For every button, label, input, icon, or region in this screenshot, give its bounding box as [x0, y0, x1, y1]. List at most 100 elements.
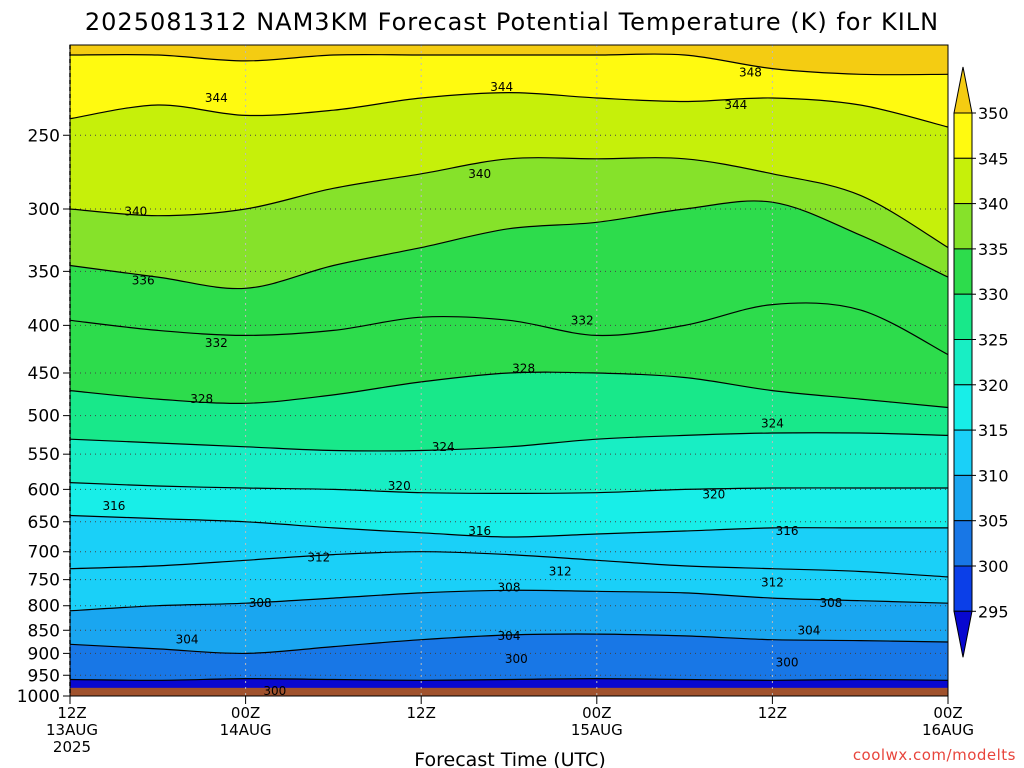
x-tick-label: 00Z	[582, 704, 611, 722]
contour-label-text: 328	[512, 361, 535, 375]
x-tick-label: 12Z	[57, 704, 86, 722]
contour-320	[70, 482, 948, 494]
y-tick-label: 950	[28, 666, 60, 686]
contour-label-300: 300	[263, 684, 286, 698]
colorbar-label: 350	[978, 104, 1009, 123]
colorbar-label: 340	[978, 195, 1009, 214]
contour-label-text: 332	[205, 336, 228, 350]
band-332	[70, 200, 948, 355]
y-axis: 250 300 350 400 450 500 550 600 650 700 750 800 850 9…	[17, 126, 70, 707]
colorbar-swatch	[953, 203, 973, 250]
colorbar-label: 345	[978, 149, 1009, 168]
contour-label-text: 300	[263, 684, 286, 698]
colorbar-label: 310	[978, 466, 1009, 485]
colorbar-label: 315	[978, 421, 1009, 440]
contour-label-text: 308	[498, 581, 521, 595]
contour-label-300: 300	[505, 652, 528, 666]
contour-label-300: 300	[776, 655, 799, 669]
y-tick-label: 250	[28, 126, 60, 146]
contour-label-344: 344	[205, 91, 228, 105]
band-320	[70, 432, 948, 494]
colorbar-swatch	[953, 248, 973, 295]
colorbar-swatch	[953, 384, 973, 431]
band-308	[70, 551, 948, 611]
colorbar-swatch	[953, 565, 973, 612]
contour-label-312: 312	[307, 550, 330, 564]
y-tick-label: 850	[28, 621, 60, 641]
y-tick-label: 650	[28, 513, 60, 533]
x-tick-label: 14AUG	[220, 721, 272, 739]
x-tick-label: 16AUG	[922, 721, 974, 739]
y-tick-label: 750	[28, 571, 60, 591]
contour-label-text: 340	[124, 205, 147, 219]
colorbar-swatch	[953, 293, 973, 341]
contour-label-text: 300	[505, 652, 528, 666]
band-348	[70, 45, 948, 75]
contour-label-text: 332	[571, 313, 594, 327]
contour-label-text: 336	[132, 273, 155, 287]
contour-label-308: 308	[249, 596, 272, 610]
colorbar-label: 300	[978, 557, 1009, 576]
contour-label-text: 304	[798, 623, 821, 637]
colorbar-label: 335	[978, 240, 1009, 259]
contour-316	[70, 514, 948, 538]
colorbar-swatch	[953, 520, 973, 567]
y-tick-label: 400	[28, 316, 60, 336]
contour-312	[70, 551, 948, 578]
contour-lines	[70, 53, 948, 681]
contour-300	[70, 677, 948, 681]
contour-label-344: 344	[724, 98, 747, 112]
contour-332	[70, 302, 948, 356]
contour-label-308: 308	[498, 581, 521, 595]
contour-340	[70, 157, 948, 249]
y-tick-label: 700	[28, 543, 60, 563]
contour-label-text: 308	[249, 596, 272, 610]
contour-label-320: 320	[702, 488, 725, 502]
contour-label-324: 324	[761, 417, 784, 431]
x-tick-label: 12Z	[758, 704, 787, 722]
y-tick-label: 800	[28, 597, 60, 617]
colorbar-swatch	[953, 429, 973, 476]
contour-308	[70, 589, 948, 612]
grid-lines	[70, 45, 948, 696]
contour-324	[70, 432, 948, 452]
contour-label-328: 328	[190, 392, 213, 406]
x-tick-label: 00Z	[933, 704, 962, 722]
band-344	[70, 53, 948, 128]
contour-label-308: 308	[819, 596, 842, 610]
credit-text: coolwx.com/modelts	[853, 746, 1016, 764]
colorbar-swatch	[953, 112, 973, 159]
contour-label-332: 332	[571, 313, 594, 327]
contour-label-text: 340	[468, 167, 491, 181]
colorbar-label: 295	[978, 602, 1009, 621]
y-tick-label: 550	[28, 445, 60, 465]
contour-labels: 348 344 344 344 340 340 336 332 332 328 328 324 324 3…	[102, 65, 842, 698]
contour-label-text: 312	[307, 550, 330, 564]
x-tick-label: 15AUG	[571, 721, 623, 739]
y-tick-label: 350	[28, 262, 60, 282]
band-312	[70, 515, 948, 577]
y-tick-label: 600	[28, 480, 60, 500]
contour-label-324: 324	[432, 440, 455, 454]
contour-label-332: 332	[205, 336, 228, 350]
colorbar-label: 325	[978, 331, 1009, 350]
band-316	[70, 482, 948, 538]
y-tick-label: 300	[28, 200, 60, 220]
contour-328	[70, 371, 948, 409]
contour-348	[70, 53, 948, 76]
colorbar-bottom-arrow	[953, 610, 973, 658]
contour-336	[70, 200, 948, 290]
contour-label-304: 304	[176, 633, 199, 647]
y-tick-label: 900	[28, 644, 60, 664]
band-328	[70, 302, 948, 408]
contour-label-316: 316	[102, 499, 125, 513]
contour-label-text: 308	[819, 596, 842, 610]
x-tick-label: 12Z	[407, 704, 436, 722]
contour-label-328: 328	[512, 361, 535, 375]
contour-label-340: 340	[124, 205, 147, 219]
colorbar-swatch	[953, 157, 973, 205]
contour-label-text: 304	[498, 629, 521, 643]
contour-label-312: 312	[549, 564, 572, 578]
y-tick-label: 450	[28, 364, 60, 384]
